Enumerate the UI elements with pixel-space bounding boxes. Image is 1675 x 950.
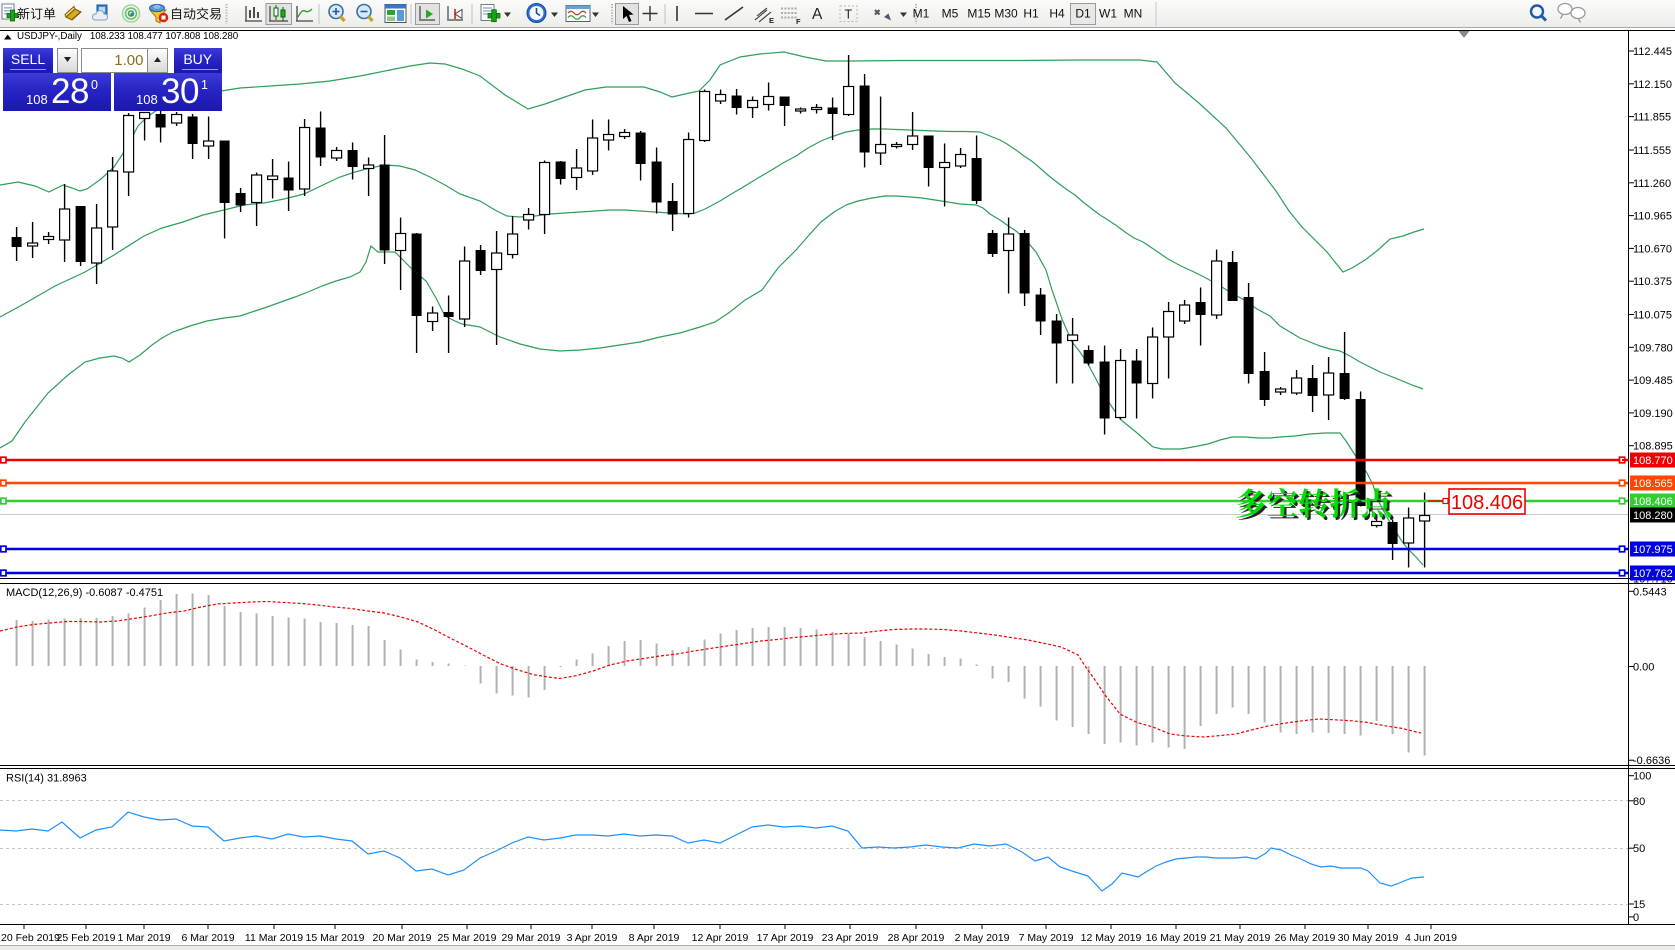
svg-text:MN: MN <box>1124 7 1143 21</box>
svg-text:A: A <box>812 6 823 23</box>
svg-text:25 Feb 2019: 25 Feb 2019 <box>57 932 116 944</box>
svg-text:110.075: 110.075 <box>1633 310 1672 322</box>
svg-text:107.975: 107.975 <box>1633 544 1673 556</box>
svg-text:E: E <box>769 16 774 25</box>
svg-text:RSI(14) 31.8963: RSI(14) 31.8963 <box>6 773 87 785</box>
svg-text:0.00: 0.00 <box>1633 662 1654 674</box>
svg-text:110.375: 110.375 <box>1633 276 1672 288</box>
svg-text:108.280: 108.280 <box>1633 510 1673 522</box>
svg-text:108.406: 108.406 <box>1633 496 1673 508</box>
svg-text:3 Apr 2019: 3 Apr 2019 <box>567 932 618 944</box>
svg-text:6 Mar 2019: 6 Mar 2019 <box>181 932 234 944</box>
svg-text:111.260: 111.260 <box>1633 178 1671 190</box>
svg-text:25 Mar 2019: 25 Mar 2019 <box>438 932 497 944</box>
svg-text:23 Apr 2019: 23 Apr 2019 <box>822 932 879 944</box>
svg-text:110.965: 110.965 <box>1633 211 1672 223</box>
svg-text:17 Apr 2019: 17 Apr 2019 <box>757 932 814 944</box>
svg-text:20 Feb 2019: 20 Feb 2019 <box>1 932 60 944</box>
svg-text:111.555: 111.555 <box>1633 145 1671 157</box>
svg-text:7 May 2019: 7 May 2019 <box>1019 932 1074 944</box>
svg-text:109.780: 109.780 <box>1633 342 1673 354</box>
svg-text:109.190: 109.190 <box>1633 408 1673 420</box>
svg-text:12 Apr 2019: 12 Apr 2019 <box>692 932 749 944</box>
svg-text:100: 100 <box>1633 771 1651 783</box>
svg-text:-0.6636: -0.6636 <box>1633 755 1670 767</box>
svg-text:80: 80 <box>1633 796 1645 808</box>
svg-text:108.895: 108.895 <box>1633 441 1673 453</box>
svg-text:0: 0 <box>1633 912 1639 924</box>
svg-text:21 May 2019: 21 May 2019 <box>1210 932 1271 944</box>
svg-text:M30: M30 <box>994 7 1018 21</box>
svg-text:109.485: 109.485 <box>1633 375 1673 387</box>
svg-text:8 Apr 2019: 8 Apr 2019 <box>629 932 680 944</box>
svg-text:2 May 2019: 2 May 2019 <box>955 932 1010 944</box>
svg-text:M1: M1 <box>913 7 930 21</box>
svg-text:T: T <box>845 8 853 22</box>
svg-text:H4: H4 <box>1049 7 1065 21</box>
svg-text:110.670: 110.670 <box>1633 243 1672 255</box>
svg-text:111.855: 111.855 <box>1633 112 1671 124</box>
svg-text:1 Mar 2019: 1 Mar 2019 <box>117 932 170 944</box>
svg-text:0.5443: 0.5443 <box>1633 586 1667 598</box>
svg-text:20 Mar 2019: 20 Mar 2019 <box>373 932 432 944</box>
svg-text:26 May 2019: 26 May 2019 <box>1275 932 1336 944</box>
svg-text:15: 15 <box>1633 899 1645 911</box>
svg-text:H1: H1 <box>1023 7 1039 21</box>
svg-text:M15: M15 <box>967 7 991 21</box>
svg-text:16 May 2019: 16 May 2019 <box>1146 932 1207 944</box>
svg-text:F: F <box>796 17 801 26</box>
svg-text:108.406: 108.406 <box>1451 492 1523 514</box>
svg-text:112.445: 112.445 <box>1633 46 1672 58</box>
svg-text:29 Mar 2019: 29 Mar 2019 <box>502 932 561 944</box>
svg-text:50: 50 <box>1633 843 1645 855</box>
svg-text:30 May 2019: 30 May 2019 <box>1338 932 1399 944</box>
svg-text:M5: M5 <box>942 7 959 21</box>
svg-text:108.565: 108.565 <box>1633 478 1673 490</box>
svg-text:D1: D1 <box>1075 7 1091 21</box>
svg-text:11 Mar 2019: 11 Mar 2019 <box>245 932 303 944</box>
svg-text:W1: W1 <box>1099 7 1117 21</box>
svg-text:28 Apr 2019: 28 Apr 2019 <box>888 932 945 944</box>
svg-text:108.770: 108.770 <box>1633 455 1673 467</box>
svg-text:112.150: 112.150 <box>1633 79 1672 91</box>
svg-text:12 May 2019: 12 May 2019 <box>1081 932 1142 944</box>
svg-text:15 Mar 2019: 15 Mar 2019 <box>306 932 365 944</box>
svg-text:4 Jun 2019: 4 Jun 2019 <box>1405 932 1457 944</box>
svg-text:MACD(12,26,9) -0.6087 -0.4751: MACD(12,26,9) -0.6087 -0.4751 <box>6 587 163 599</box>
svg-text:107.762: 107.762 <box>1633 568 1673 580</box>
